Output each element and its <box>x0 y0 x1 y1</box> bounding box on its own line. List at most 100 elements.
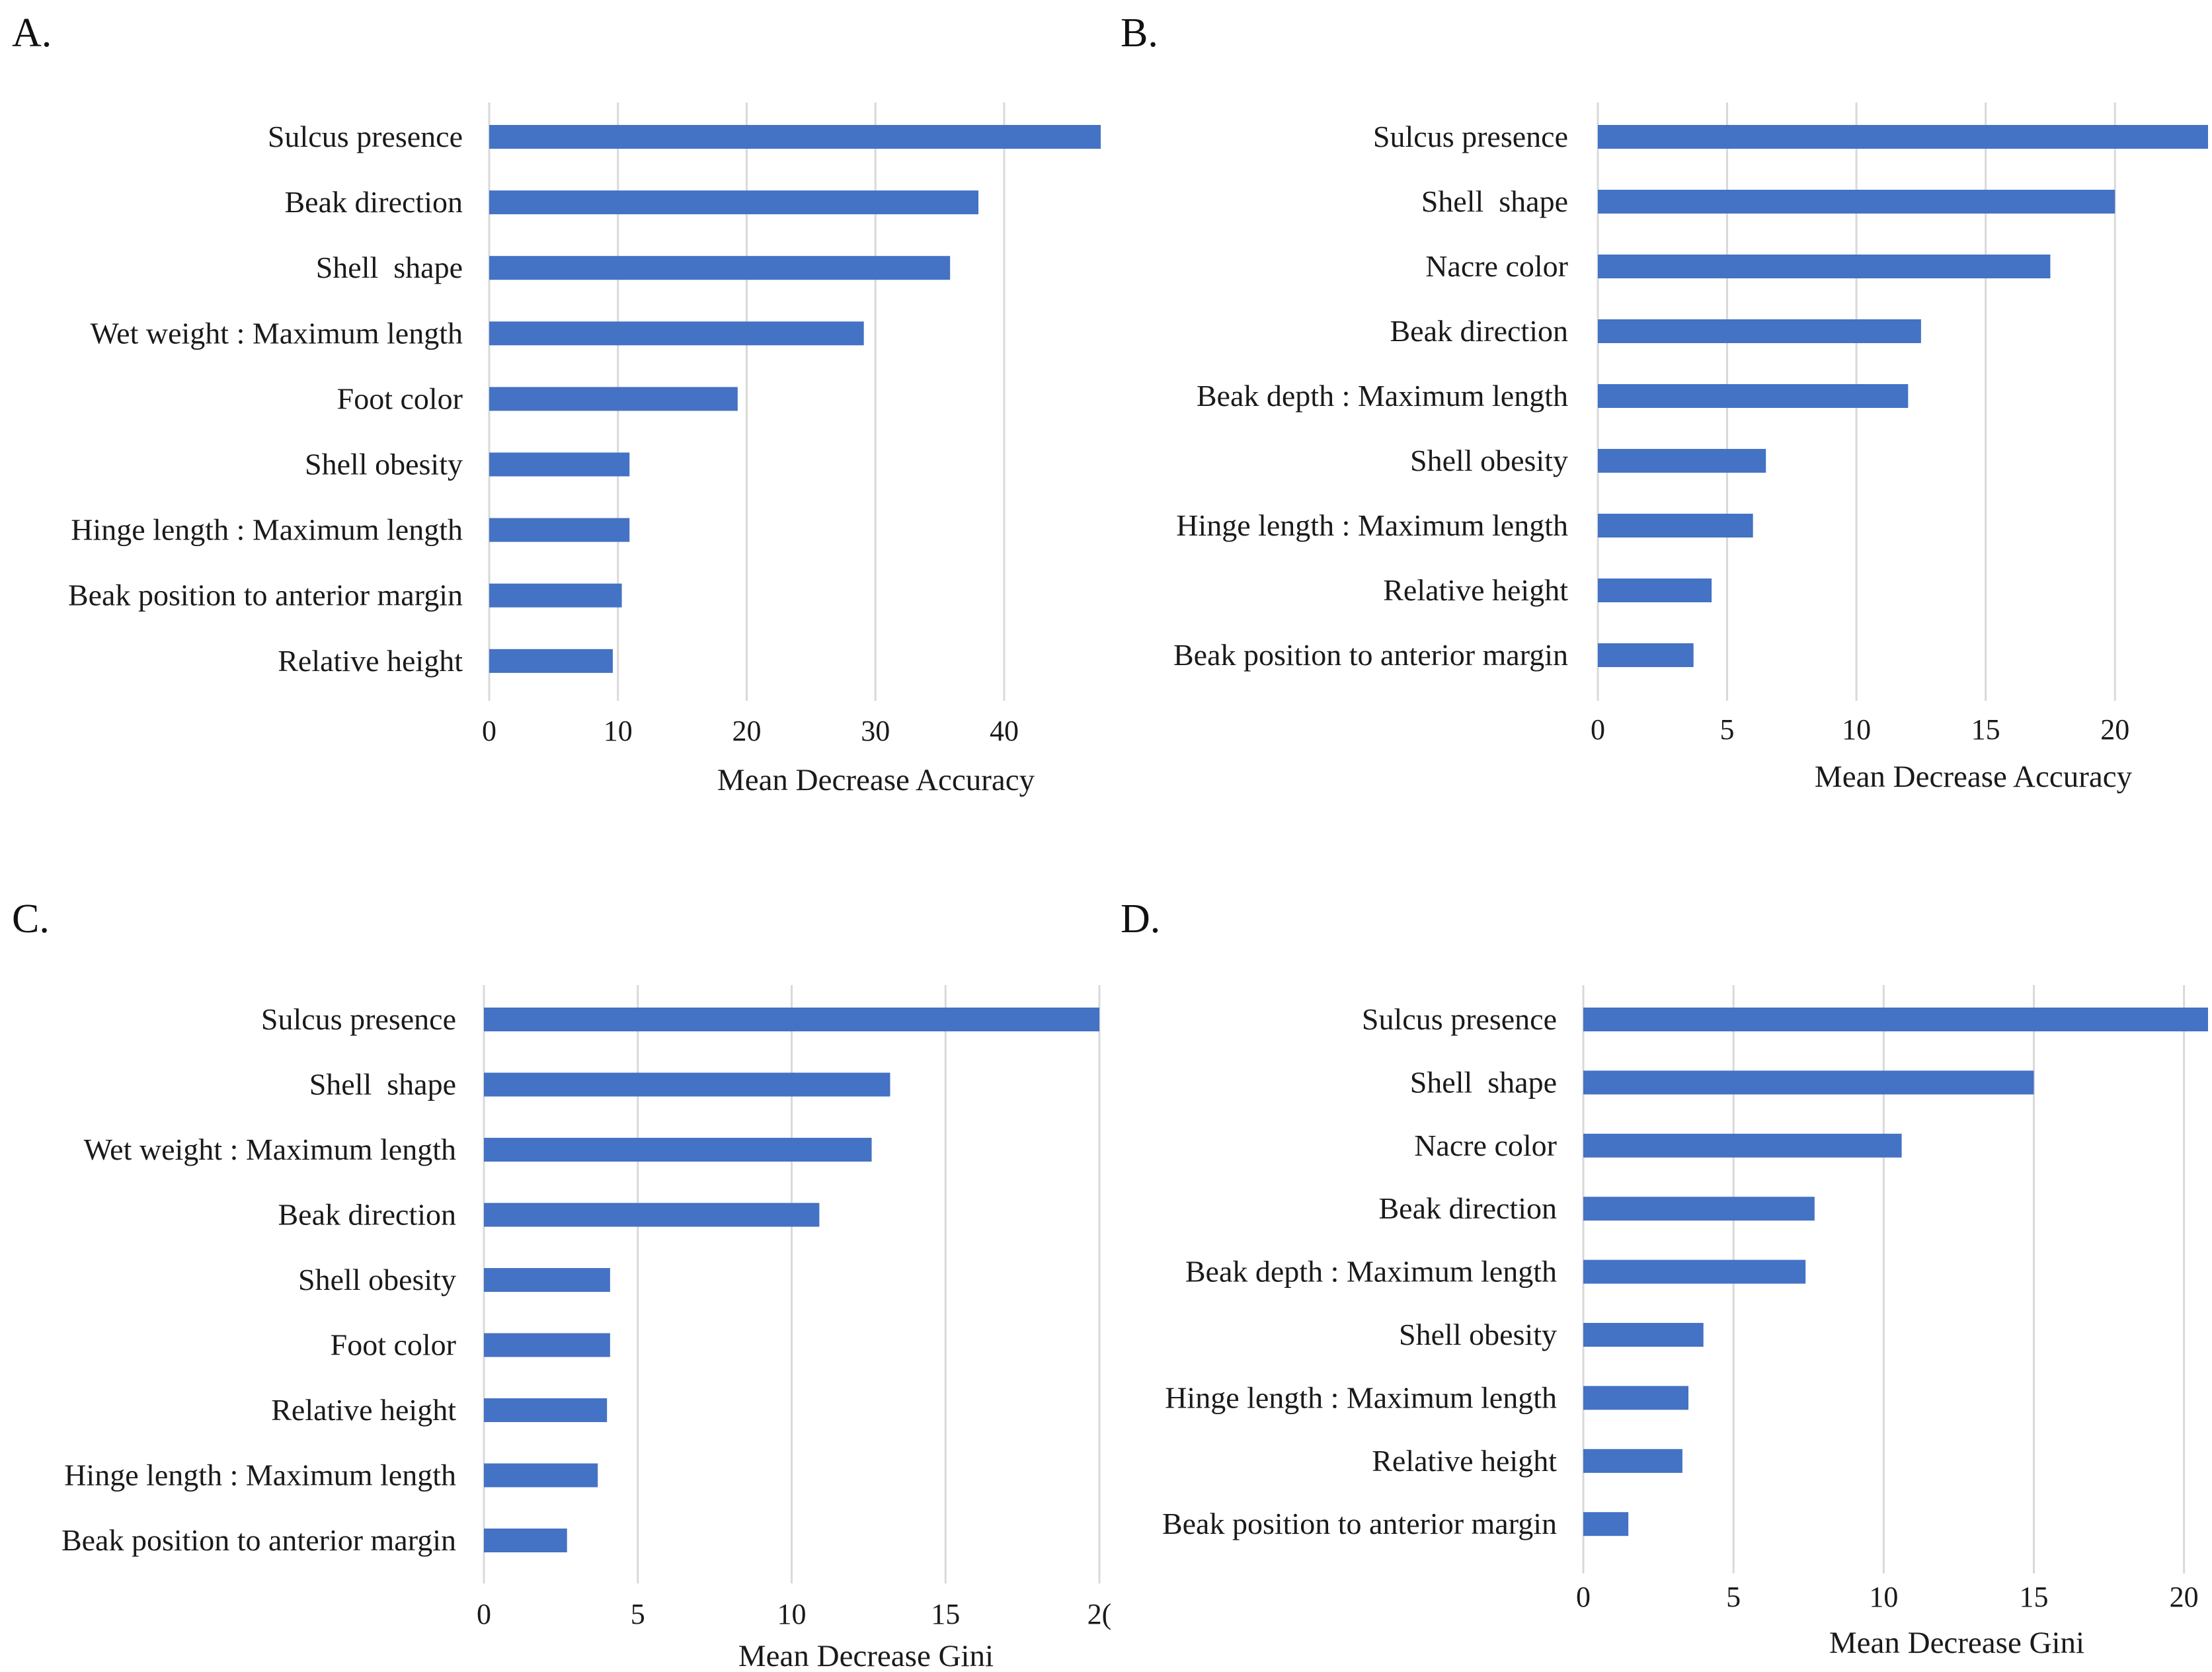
bar <box>489 387 738 411</box>
category-label: Beak direction <box>284 185 463 219</box>
category-label: Beak direction <box>1378 1191 1557 1225</box>
category-label: Shell obesity <box>1410 444 1568 477</box>
tick-label: 5 <box>631 1598 645 1630</box>
category-label: Shell shape <box>316 251 463 284</box>
tick-label: 5 <box>1726 1581 1741 1613</box>
bar <box>1583 1197 1815 1221</box>
tick-label: 0 <box>477 1598 491 1630</box>
bar <box>484 1333 610 1357</box>
bar <box>1583 1259 1806 1284</box>
bar <box>489 452 630 477</box>
category-label: Sulcus presence <box>1373 120 1568 153</box>
category-label: Wet weight : Maximum length <box>90 316 463 350</box>
category-label: Beak position to anterior margin <box>1173 638 1568 672</box>
bar <box>484 1463 598 1488</box>
x-axis-title: Mean Decrease Gini <box>738 1639 994 1672</box>
panel-c-letter: C. <box>12 896 50 941</box>
tick-label: 15 <box>2019 1581 2048 1613</box>
category-label: Shell shape <box>1410 1065 1557 1099</box>
tick-label: 0 <box>482 715 496 747</box>
bar <box>1583 1133 1902 1158</box>
bar <box>1598 255 2051 278</box>
bar <box>489 583 622 608</box>
category-label: Nacre color <box>1414 1129 1557 1162</box>
panel-b: B. Sulcus presence Shell shape Nacre color… <box>1121 11 2208 794</box>
bar <box>1583 1070 2034 1095</box>
category-label: Shell obesity <box>1399 1318 1557 1351</box>
category-label: Sulcus presence <box>1362 1002 1557 1036</box>
bar <box>484 1529 567 1552</box>
bar <box>484 1072 890 1097</box>
category-label: Beak direction <box>1390 314 1568 348</box>
category-label: Relative height <box>278 644 463 678</box>
category-label: Shell shape <box>1421 184 1568 218</box>
tick-label: 15 <box>1971 713 2000 746</box>
bar <box>1583 1323 1704 1347</box>
panel-d-letter: D. <box>1121 896 1160 941</box>
category-label: Hinge length : Maximum length <box>1165 1380 1557 1414</box>
tick-label: 10 <box>777 1598 807 1630</box>
bar <box>489 649 613 673</box>
bar <box>1598 384 1909 408</box>
category-label: Beak position to anterior margin <box>68 578 463 612</box>
panel-b-letter: B. <box>1121 11 1158 56</box>
category-label: Foot color <box>331 1328 456 1362</box>
bar <box>1583 1512 1629 1536</box>
bar <box>1598 514 1753 537</box>
category-label: Shell shape <box>309 1068 456 1101</box>
category-label: Beak position to anterior margin <box>61 1523 456 1557</box>
category-label: Beak direction <box>278 1198 456 1232</box>
tick-label: 20 <box>732 715 761 747</box>
tick-label: 5 <box>1720 713 1735 746</box>
bar <box>484 1008 1099 1031</box>
panel-d: D. Sulcus presence Shell shape Nacre color… <box>1121 896 2208 1660</box>
category-label: Hinge length : Maximum length <box>71 513 463 547</box>
bar <box>1583 1008 2208 1031</box>
panel-a: A. Sulcus presence Beak direction Shell sh… <box>12 11 1101 797</box>
tick-label: 10 <box>604 715 633 747</box>
bar <box>1598 190 2115 214</box>
tick-label: 10 <box>1842 713 1871 746</box>
tick-label: 30 <box>861 715 890 747</box>
bar <box>1598 643 1694 667</box>
category-label: Beak position to anterior margin <box>1162 1507 1557 1540</box>
category-label: Wet weight : Maximum length <box>83 1133 456 1166</box>
bar <box>1598 319 1921 343</box>
category-label: Relative height <box>1372 1444 1557 1478</box>
category-label: Shell obesity <box>298 1263 456 1296</box>
x-axis-title: Mean Decrease Accuracy <box>717 763 1035 797</box>
category-label: Beak depth : Maximum length <box>1197 379 1568 413</box>
category-label: Beak depth : Maximum length <box>1185 1255 1557 1289</box>
bar <box>489 321 864 346</box>
bar <box>1598 125 2208 149</box>
category-label: Sulcus presence <box>261 1002 456 1036</box>
bar <box>484 1203 820 1227</box>
category-label: Shell obesity <box>305 448 463 481</box>
bar <box>1598 449 1766 473</box>
tick-label: 15 <box>931 1598 960 1630</box>
tick-label: 10 <box>1869 1581 1898 1613</box>
x-axis-title: Mean Decrease Gini <box>1829 1626 2084 1660</box>
bar <box>484 1268 610 1292</box>
category-label: Hinge length : Maximum length <box>1176 508 1568 542</box>
tick-label: 2( <box>1087 1598 1112 1630</box>
bar <box>1598 578 1712 602</box>
panel-a-letter: A. <box>12 11 52 56</box>
category-label: Foot color <box>337 381 463 415</box>
category-label: Relative height <box>1383 573 1568 607</box>
category-label: Sulcus presence <box>268 120 463 153</box>
bar <box>1583 1449 1682 1473</box>
bar <box>1583 1386 1689 1410</box>
bar <box>484 1138 872 1162</box>
tick-label: 20 <box>2100 713 2129 746</box>
tick-label: 40 <box>990 715 1019 747</box>
x-axis-title: Mean Decrease Accuracy <box>1815 760 2133 794</box>
tick-label: 0 <box>1591 713 1605 746</box>
bar <box>489 190 978 215</box>
panel-c: C. Sulcus presence Shell shape Wet weight … <box>12 896 1111 1672</box>
category-label: Relative height <box>271 1393 456 1427</box>
tick-label: 20 <box>2170 1581 2199 1613</box>
bar <box>489 256 951 280</box>
bar <box>484 1398 608 1422</box>
